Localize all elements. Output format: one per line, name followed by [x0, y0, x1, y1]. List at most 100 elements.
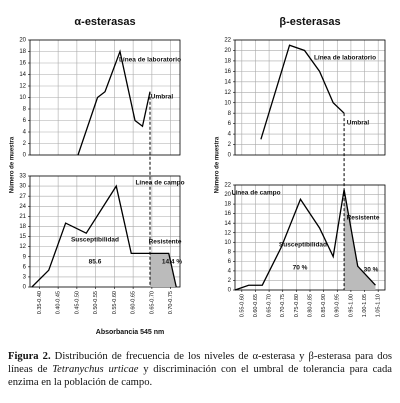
data-line	[234, 189, 376, 291]
y-tick-label: 18	[19, 224, 26, 230]
resistant-area	[344, 189, 376, 290]
y-tick-label: 27	[19, 194, 26, 200]
y-tick-label: 12	[19, 244, 26, 250]
y-axis-label: Número de muestra	[215, 136, 221, 193]
y-tick-label: 2	[228, 142, 232, 148]
x-tick-label: 0.60-0.65	[131, 291, 137, 314]
x-tick-label: 0.65-0.70	[267, 294, 273, 317]
annotation: Susceptibilidad	[279, 242, 327, 249]
y-tick-label: 4	[23, 130, 27, 136]
x-tick-label: 0.80-0.85	[307, 294, 313, 317]
y-tick-label: 6	[23, 118, 27, 124]
plot-frame	[234, 39, 386, 156]
y-tick-label: 2	[228, 278, 232, 284]
y-tick-label: 12	[19, 84, 26, 90]
y-tick-label: 8	[228, 249, 232, 255]
y-tick-label: 12	[224, 230, 231, 236]
y-tick-label: 18	[224, 202, 231, 208]
y-tick-label: 20	[224, 192, 231, 198]
x-tick-label: 0.85-0.90	[321, 294, 327, 317]
y-tick-label: 6	[228, 259, 232, 265]
caption-label: Figura 2.	[8, 351, 51, 362]
chart-title: α-esterasas	[74, 16, 135, 28]
caption-text: Distribución de frecuencia de los nivele…	[8, 351, 392, 375]
y-tick-label: 0	[228, 153, 232, 159]
y-tick-label: 33	[19, 174, 26, 180]
y-tick-label: 14	[19, 72, 26, 78]
annotation: Resistente	[347, 215, 380, 222]
plot-frame	[29, 175, 181, 288]
x-tick-label: 0.90-0.95	[335, 294, 341, 317]
y-tick-label: 18	[224, 58, 231, 64]
x-tick-label: 0.35-0.40	[37, 291, 43, 314]
x-tick-label: 0.40-0.45	[56, 291, 62, 314]
y-tick-label: 20	[19, 38, 26, 44]
y-tick-label: 21	[19, 214, 26, 220]
x-tick-label: 0.75-0.80	[294, 294, 300, 317]
x-axis-label: Absorbancia 545 nm	[96, 329, 164, 336]
y-tick-label: 6	[23, 264, 27, 270]
y-tick-label: 8	[23, 107, 27, 113]
x-tick-label: 0.60-0.65	[253, 294, 259, 317]
y-axis-label: Número de muestra	[10, 136, 16, 193]
x-tick-label: 0.55-0.60	[112, 291, 118, 314]
annotation: Resistente	[149, 239, 182, 246]
y-tick-label: 0	[23, 153, 27, 159]
y-tick-label: 12	[224, 90, 231, 96]
data-line	[260, 44, 345, 140]
annotation: 14.4 %	[162, 259, 182, 266]
y-tick-label: 15	[19, 234, 26, 240]
x-tick-label: 0.45-0.50	[74, 291, 80, 314]
caption: Figura 2. Distribución de frecuencia de …	[8, 350, 392, 389]
y-tick-label: 30	[19, 184, 26, 190]
resistant-area	[150, 253, 177, 287]
y-tick-label: 24	[19, 204, 26, 210]
annotation: 70 %	[293, 265, 308, 272]
plot-frame	[29, 39, 181, 156]
y-tick-label: 2	[23, 141, 27, 147]
annotation: Línea de laboratorio	[119, 57, 181, 64]
y-tick-label: 8	[228, 111, 232, 117]
y-tick-label: 22	[224, 183, 231, 189]
annotation: Susceptibilidad	[71, 237, 119, 244]
y-tick-label: 3	[23, 274, 27, 280]
x-tick-label: 0.95-1.00	[348, 294, 354, 317]
y-tick-label: 14	[224, 79, 231, 85]
y-tick-label: 0	[23, 285, 27, 291]
data-line	[31, 184, 177, 288]
plot-frame	[234, 184, 386, 291]
annotation: Línea de laboratorio	[314, 55, 376, 62]
data-line	[77, 49, 151, 156]
caption-text: y discriminación con el umbral de tolera…	[8, 364, 393, 388]
y-tick-label: 16	[224, 69, 231, 75]
annotation: Línea de campo	[135, 180, 184, 187]
x-tick-label: 0.50-0.55	[93, 291, 99, 314]
y-tick-label: 22	[224, 38, 231, 44]
y-tick-label: 10	[224, 100, 231, 106]
y-tick-label: 9	[23, 254, 27, 260]
x-tick-label: 0.70-0.75	[280, 294, 286, 317]
y-tick-label: 4	[228, 268, 232, 274]
x-tick-label: 0.65-0.70	[149, 291, 155, 314]
annotation: Umbral	[151, 94, 174, 101]
x-tick-label: 1.00-1.05	[362, 294, 368, 317]
y-tick-label: 0	[228, 288, 232, 294]
chart-title: β-esterasas	[279, 16, 340, 28]
y-tick-label: 14	[224, 221, 231, 227]
x-tick-label: 1.05-1.10	[376, 294, 382, 317]
annotation: Umbral	[347, 120, 370, 127]
x-tick-label: 0.70-0.75	[168, 291, 174, 314]
y-tick-label: 6	[228, 121, 232, 127]
y-tick-label: 18	[19, 49, 26, 55]
y-tick-label: 16	[19, 61, 26, 67]
y-tick-label: 10	[224, 240, 231, 246]
y-tick-label: 10	[19, 95, 26, 101]
y-tick-label: 20	[224, 48, 231, 54]
x-tick-label: 0.55-0.60	[239, 294, 245, 317]
annotation: 85.6	[89, 259, 102, 266]
y-tick-label: 4	[228, 132, 232, 138]
species-name: Tetranychus urticae	[52, 364, 139, 375]
annotation: 30 %	[364, 267, 379, 274]
